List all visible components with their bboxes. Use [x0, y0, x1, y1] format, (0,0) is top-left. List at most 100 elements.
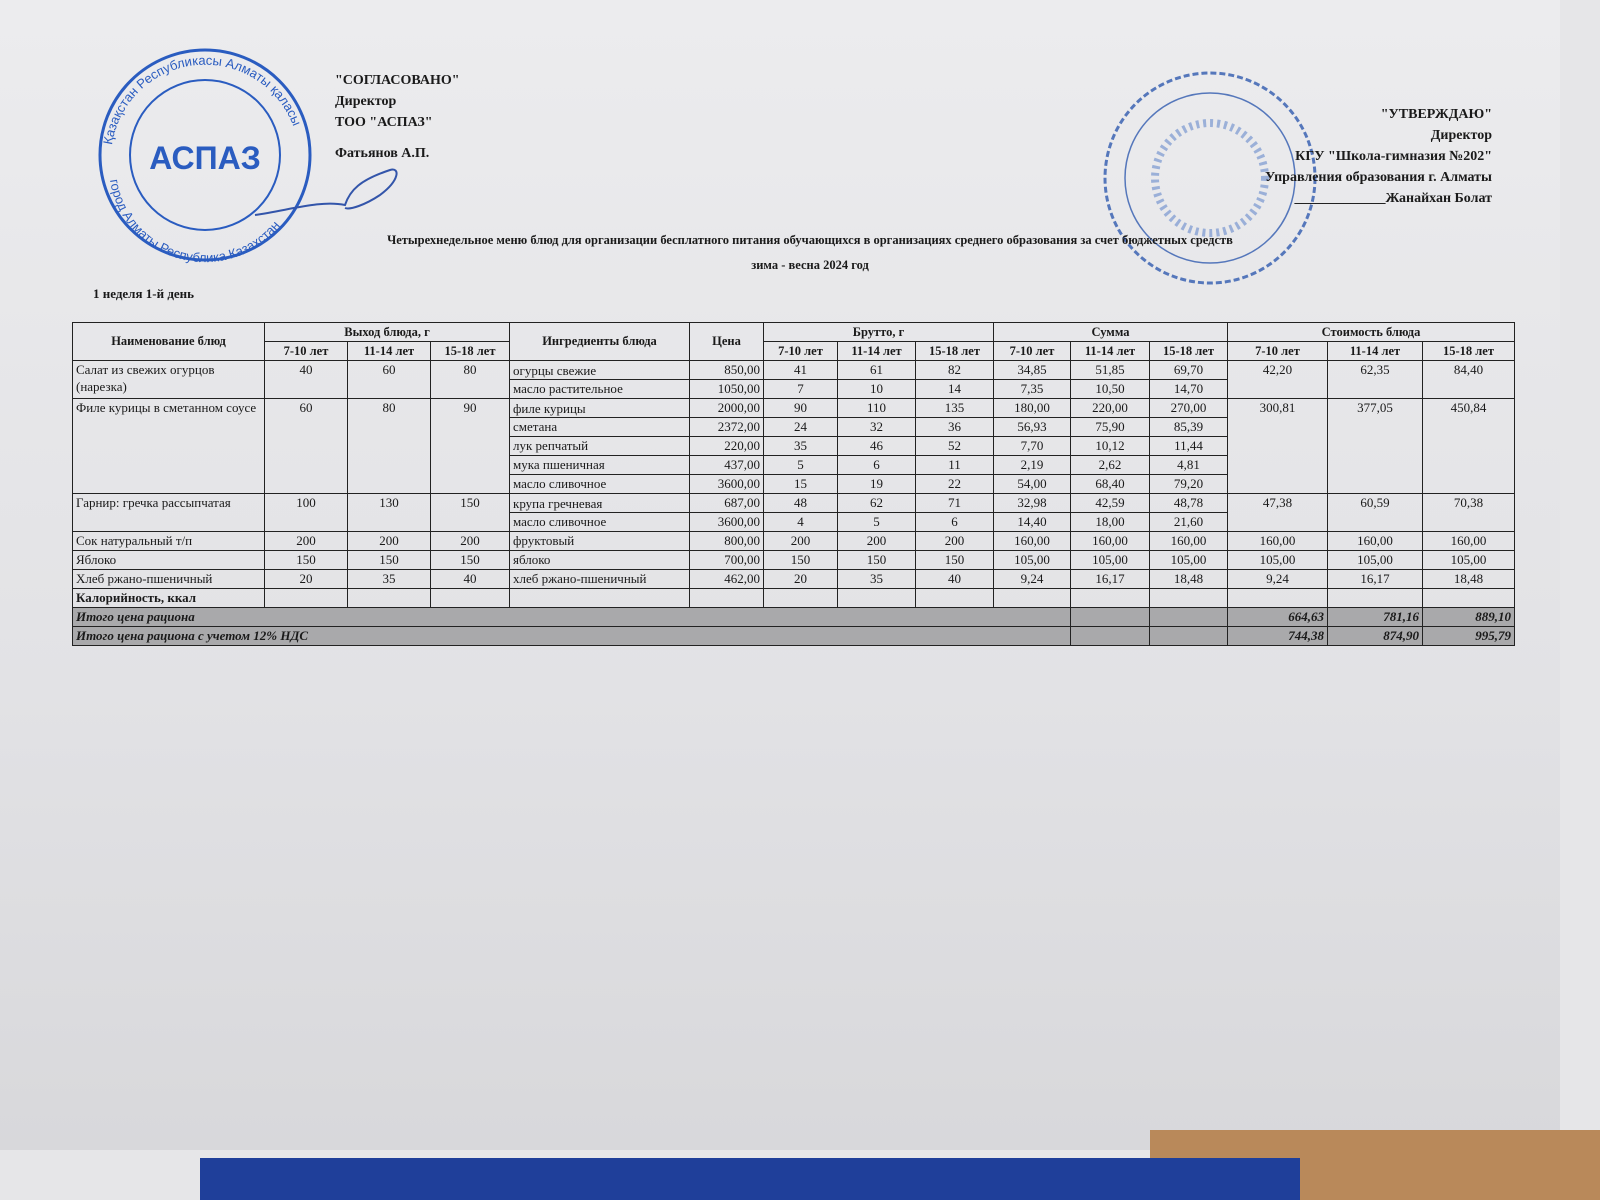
ingredient-price: 3600,00: [689, 474, 764, 494]
table-row: Яблоко 150 150 150 яблоко 700,00 150 150 150 105,…: [72, 550, 1515, 570]
ingredient-sum: 14,40: [993, 512, 1071, 532]
dish-yield: 130: [347, 493, 431, 532]
approval-right-line: КГУ "Школа-гимназия №202": [1295, 149, 1492, 164]
ingredient-brutto: 150: [837, 550, 916, 570]
ingredient-brutto: 48: [763, 493, 838, 513]
ingredient-price: 850,00: [689, 360, 764, 380]
dish-yield: 20: [264, 569, 348, 589]
dish-yield: 90: [430, 398, 510, 494]
header-age-7-10 лет: 7-10 лет: [993, 341, 1071, 361]
ingredient-sum: 54,00: [993, 474, 1071, 494]
calories-cell: [1227, 588, 1328, 608]
ingredient-price: 437,00: [689, 455, 764, 475]
ingredient-name: масло растительное: [509, 379, 690, 399]
approval-left-line: "СОГЛАСОВАНО": [335, 73, 460, 88]
dish-cost: 160,00: [1327, 531, 1423, 551]
ingredient-brutto: 62: [837, 493, 916, 513]
ingredient-price: 2000,00: [689, 398, 764, 418]
svg-text:Қазақстан Республикасы Алматы: Қазақстан Республикасы Алматы қаласы: [100, 53, 304, 146]
ingredient-name: хлеб ржано-пшеничный: [509, 569, 690, 589]
ingredient-brutto: 4: [763, 512, 838, 532]
dish-cost: 105,00: [1327, 550, 1423, 570]
stamp-left-seal: Қазақстан Республикасы Алматы қаласы гор…: [98, 48, 312, 265]
header-age-7-10 лет: 7-10 лет: [1227, 341, 1328, 361]
header-age-11-14 лет: 11-14 лет: [837, 341, 916, 361]
ingredient-sum: 85,39: [1149, 417, 1228, 437]
dish-cost: 300,81: [1227, 398, 1328, 494]
calories-cell: [763, 588, 838, 608]
dish-cost: 42,20: [1227, 360, 1328, 399]
blue-folder: [200, 1158, 1300, 1200]
ingredient-sum: 10,50: [1070, 379, 1150, 399]
ingredient-price: 687,00: [689, 493, 764, 513]
ingredient-brutto: 82: [915, 360, 994, 380]
ingredient-brutto: 41: [763, 360, 838, 380]
table-row: масло сливочное 3600,00 4 5 6 14,40 18,00 21,60: [73, 512, 1515, 532]
calories-cell: [1149, 588, 1228, 608]
total-empty-cell: [1149, 626, 1228, 646]
ingredient-sum: 220,00: [1070, 398, 1150, 418]
header-age-7-10 лет: 7-10 лет: [264, 341, 348, 361]
dish-cost: 60,59: [1327, 493, 1423, 532]
ingredient-brutto: 71: [915, 493, 994, 513]
table-row: Филе курицы в сметанном соусе 60 80 90 филе …: [72, 398, 1515, 494]
calories-cell: [264, 588, 348, 608]
ingredient-sum: 32,98: [993, 493, 1071, 513]
total-empty-cell: [1149, 607, 1228, 627]
ingredient-name: филе курицы: [509, 398, 690, 418]
dish-name: Хлеб ржано-пшеничный: [72, 569, 265, 589]
header-age-15-18 лет: 15-18 лет: [1422, 341, 1515, 361]
ingredient-brutto: 14: [915, 379, 994, 399]
ingredient-price: 1050,00: [689, 379, 764, 399]
calories-cell: [837, 588, 916, 608]
dish-cost: 70,38: [1422, 493, 1515, 532]
total-value: 995,79: [1422, 626, 1515, 646]
ingredient-price: 462,00: [689, 569, 764, 589]
ingredient-sum: 160,00: [1070, 531, 1150, 551]
ingredient-brutto: 90: [763, 398, 838, 418]
approval-left-line: Директор: [335, 94, 397, 109]
dish-cost: 9,24: [1227, 569, 1328, 589]
dish-cost: 84,40: [1422, 360, 1515, 399]
dish-yield: 35: [347, 569, 431, 589]
ingredient-sum: 75,90: [1070, 417, 1150, 437]
ingredient-sum: 105,00: [993, 550, 1071, 570]
dish-yield: 60: [264, 398, 348, 494]
ingredient-sum: 160,00: [993, 531, 1071, 551]
stamp-right-seal: [1103, 71, 1317, 285]
total-label: Итого цена рациона: [72, 607, 1071, 627]
table-row: Салат из свежих огурцов (нарезка) 40 60 80 о…: [72, 360, 1515, 399]
approval-right-line: _____________Жанайхан Болат: [1294, 191, 1492, 206]
dish-yield: 60: [347, 360, 431, 399]
ingredient-brutto: 200: [763, 531, 838, 551]
header-age-11-14 лет: 11-14 лет: [1070, 341, 1150, 361]
ingredient-sum: 4,81: [1149, 455, 1228, 475]
ingredient-sum: 16,17: [1070, 569, 1150, 589]
ingredient-sum: 21,60: [1149, 512, 1228, 532]
dish-name: Яблоко: [72, 550, 265, 570]
ingredient-brutto: 200: [837, 531, 916, 551]
ingredient-brutto: 61: [837, 360, 916, 380]
ingredient-brutto: 52: [915, 436, 994, 456]
ingredient-brutto: 19: [837, 474, 916, 494]
ingredient-sum: 18,48: [1149, 569, 1228, 589]
ingredient-sum: 7,35: [993, 379, 1071, 399]
dish-yield: 80: [430, 360, 510, 399]
ingredient-name: мука пшеничная: [509, 455, 690, 475]
document-title: Четырехнедельное меню блюд для организац…: [387, 233, 1233, 247]
header-age-11-14 лет: 11-14 лет: [1327, 341, 1423, 361]
calories-cell: [509, 588, 690, 608]
header-name: Наименование блюд: [72, 322, 265, 361]
ingredient-sum: 34,85: [993, 360, 1071, 380]
ingredient-brutto: 35: [763, 436, 838, 456]
approval-right-line: "УТВЕРЖДАЮ": [1380, 107, 1492, 122]
ingredient-sum: 48,78: [1149, 493, 1228, 513]
ingredient-brutto: 36: [915, 417, 994, 437]
total-row: Итого цена рациона 664,63 781,16 889,10: [72, 607, 1515, 627]
ingredient-brutto: 5: [837, 512, 916, 532]
ingredient-sum: 14,70: [1149, 379, 1228, 399]
ingredient-brutto: 150: [763, 550, 838, 570]
ingredient-brutto: 15: [763, 474, 838, 494]
ingredient-brutto: 40: [915, 569, 994, 589]
dish-cost: 105,00: [1227, 550, 1328, 570]
